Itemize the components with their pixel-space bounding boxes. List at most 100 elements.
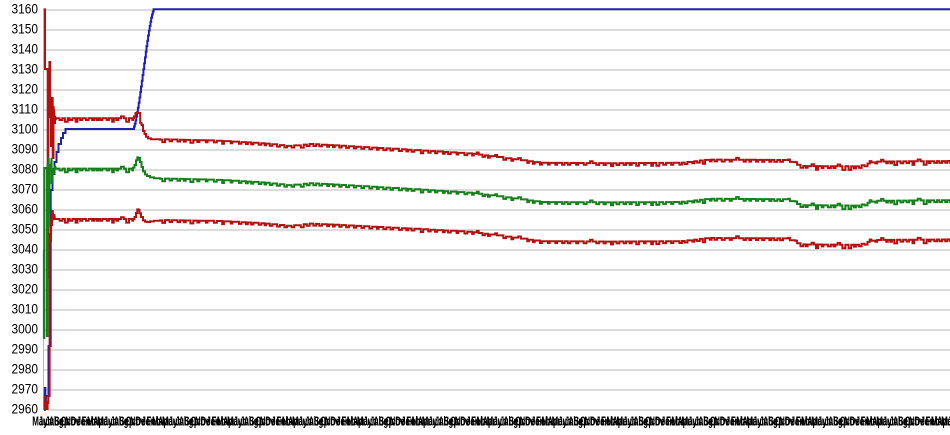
svg-text:Aug: Aug: [114, 414, 129, 429]
svg-text:Feb: Feb: [82, 414, 96, 429]
svg-text:Jul: Jul: [695, 414, 706, 429]
svg-text:Apr: Apr: [93, 414, 106, 429]
svg-text:Mar: Mar: [801, 414, 815, 429]
svg-text:2960: 2960: [12, 401, 39, 417]
svg-text:Jan: Jan: [856, 414, 869, 429]
svg-text:May: May: [811, 414, 827, 429]
svg-text:3020: 3020: [12, 281, 39, 297]
svg-text:May: May: [227, 414, 243, 429]
svg-text:Oct: Oct: [320, 414, 333, 429]
svg-text:Aug: Aug: [763, 414, 778, 429]
svg-text:Mar: Mar: [152, 414, 166, 429]
svg-text:Jul: Jul: [46, 414, 57, 429]
svg-text:3080: 3080: [12, 161, 39, 177]
svg-text:Mar: Mar: [931, 414, 945, 429]
svg-text:Aug: Aug: [503, 414, 518, 429]
svg-text:May: May: [292, 414, 308, 429]
svg-text:Aug: Aug: [568, 414, 583, 429]
svg-text:Mar: Mar: [412, 414, 426, 429]
svg-text:Oct: Oct: [840, 414, 853, 429]
svg-text:Nov: Nov: [130, 414, 145, 429]
svg-text:Jul: Jul: [565, 414, 576, 429]
svg-text:May: May: [941, 414, 950, 429]
svg-text:Apr: Apr: [613, 414, 626, 429]
svg-text:Dec: Dec: [785, 414, 800, 429]
svg-text:Oct: Oct: [775, 414, 788, 429]
svg-text:3070: 3070: [12, 181, 39, 197]
svg-text:Jun: Jun: [363, 414, 376, 429]
svg-text:Jan: Jan: [661, 414, 674, 429]
svg-text:Jan: Jan: [921, 414, 934, 429]
svg-text:Jun: Jun: [234, 414, 247, 429]
svg-text:Aug: Aug: [244, 414, 259, 429]
svg-text:Apr: Apr: [548, 414, 561, 429]
svg-text:3000: 3000: [12, 321, 39, 337]
svg-text:3110: 3110: [12, 101, 39, 117]
svg-text:Feb: Feb: [796, 414, 810, 429]
svg-text:Sep: Sep: [379, 414, 394, 429]
svg-text:Oct: Oct: [710, 414, 723, 429]
svg-text:Jul: Jul: [435, 414, 446, 429]
svg-text:Dec: Dec: [265, 414, 280, 429]
svg-text:Feb: Feb: [276, 414, 290, 429]
svg-text:Jun: Jun: [948, 414, 950, 429]
svg-text:Feb: Feb: [731, 414, 745, 429]
svg-text:3160: 3160: [12, 1, 39, 17]
svg-text:Jan: Jan: [77, 414, 90, 429]
svg-text:Jul: Jul: [370, 414, 381, 429]
svg-text:Apr: Apr: [807, 414, 820, 429]
svg-text:Aug: Aug: [179, 414, 194, 429]
svg-text:Aug: Aug: [893, 414, 908, 429]
svg-text:Jul: Jul: [825, 414, 836, 429]
svg-text:Sep: Sep: [704, 414, 719, 429]
svg-text:Dec: Dec: [720, 414, 735, 429]
svg-text:Jun: Jun: [428, 414, 441, 429]
svg-text:Jun: Jun: [753, 414, 766, 429]
svg-text:Jul: Jul: [760, 414, 771, 429]
svg-text:Oct: Oct: [905, 414, 918, 429]
svg-text:Nov: Nov: [779, 414, 794, 429]
svg-text:Sep: Sep: [509, 414, 524, 429]
svg-text:Jun: Jun: [169, 414, 182, 429]
svg-text:Nov: Nov: [390, 414, 405, 429]
svg-text:Nov: Nov: [455, 414, 470, 429]
svg-text:Apr: Apr: [483, 414, 496, 429]
svg-text:Sep: Sep: [314, 414, 329, 429]
svg-text:Nov: Nov: [585, 414, 600, 429]
svg-text:Feb: Feb: [926, 414, 940, 429]
svg-text:Jun: Jun: [493, 414, 506, 429]
svg-text:Mar: Mar: [671, 414, 685, 429]
svg-text:Feb: Feb: [341, 414, 355, 429]
svg-text:Jan: Jan: [142, 414, 155, 429]
svg-text:Sep: Sep: [54, 414, 69, 429]
svg-text:3040: 3040: [12, 241, 39, 257]
svg-text:Apr: Apr: [158, 414, 171, 429]
svg-text:Jun: Jun: [688, 414, 701, 429]
svg-text:Jul: Jul: [240, 414, 251, 429]
svg-text:Dec: Dec: [525, 414, 540, 429]
svg-text:Aug: Aug: [309, 414, 324, 429]
svg-text:Feb: Feb: [211, 414, 225, 429]
svg-text:May: May: [746, 414, 762, 429]
svg-text:3140: 3140: [12, 41, 39, 57]
svg-text:Jul: Jul: [175, 414, 186, 429]
svg-text:2990: 2990: [12, 341, 39, 357]
svg-text:Dec: Dec: [655, 414, 670, 429]
svg-text:Sep: Sep: [249, 414, 264, 429]
svg-text:May: May: [32, 414, 48, 429]
svg-text:Oct: Oct: [61, 414, 74, 429]
svg-text:Oct: Oct: [385, 414, 398, 429]
svg-text:Feb: Feb: [861, 414, 875, 429]
svg-text:Nov: Nov: [195, 414, 210, 429]
svg-text:Apr: Apr: [937, 414, 950, 429]
svg-text:Aug: Aug: [49, 414, 64, 429]
svg-text:Apr: Apr: [677, 414, 690, 429]
svg-text:Dec: Dec: [395, 414, 410, 429]
svg-text:Oct: Oct: [191, 414, 204, 429]
svg-text:3030: 3030: [12, 261, 39, 277]
svg-text:Mar: Mar: [866, 414, 880, 429]
svg-text:Sep: Sep: [769, 414, 784, 429]
svg-text:Apr: Apr: [872, 414, 885, 429]
svg-text:Oct: Oct: [126, 414, 139, 429]
svg-text:Mar: Mar: [347, 414, 361, 429]
